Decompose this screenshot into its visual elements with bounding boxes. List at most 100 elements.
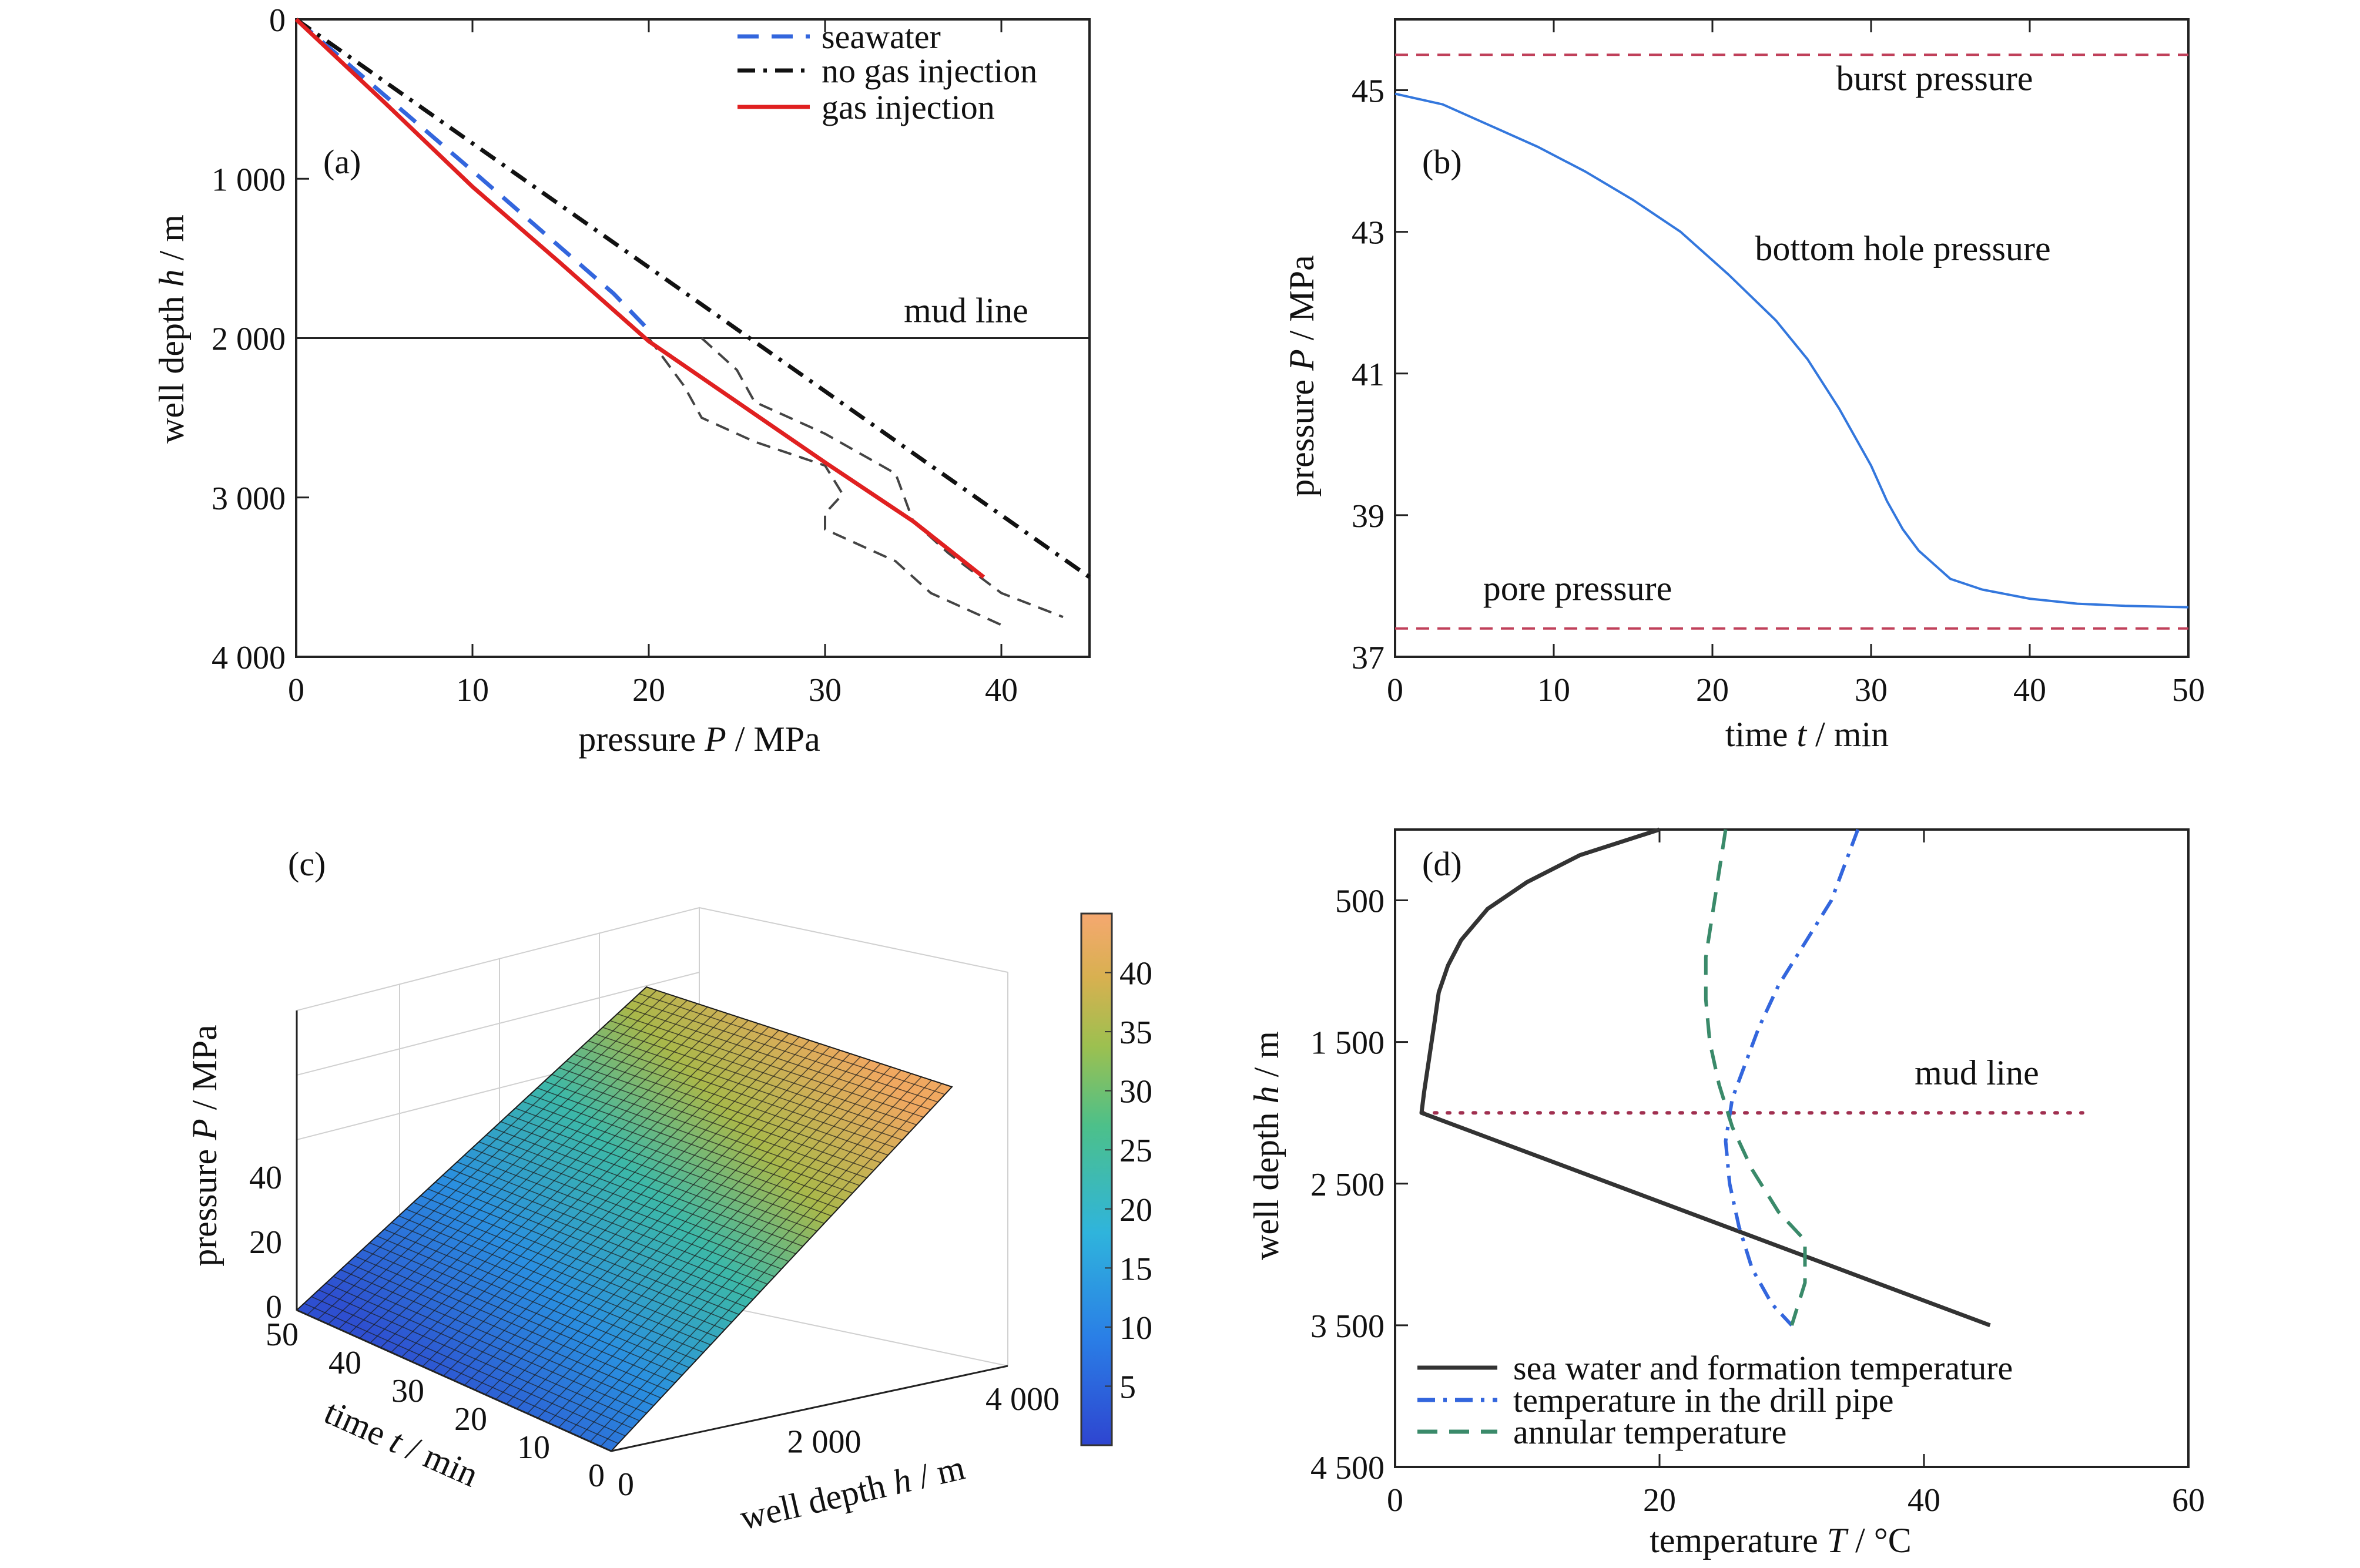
mesh-line [485,1046,830,1395]
y-tick-label: 41 [1352,357,1385,393]
panel-b-series [1394,92,2189,609]
colorbar-tick-label: 20 [1119,1192,1152,1228]
x-tick-label: 20 [1696,672,1729,709]
mesh-line [527,1060,871,1414]
mesh-line [464,1040,810,1386]
mesh-line [537,1063,881,1419]
y-tick-label: 2 000 [212,321,286,358]
z-tick-label: 0 [266,1289,282,1325]
legend-nogas-label: no gas injection [822,52,1037,90]
t-tick-label: 40 [328,1345,361,1381]
panel-c-label: (c) [288,845,326,883]
mesh-line [495,1050,840,1400]
t-tick-label: 20 [454,1401,487,1438]
no-gas-injection-line [294,18,1091,579]
y-tick-label: 3 500 [1310,1308,1385,1345]
y-tick-label: 1 000 [212,162,286,198]
mesh-line [411,1023,759,1362]
annular-temperature-line [1704,829,1807,1326]
mesh-line [589,1080,932,1442]
colorbar-tick-label: 40 [1119,956,1152,992]
y-tick-label: 500 [1335,884,1385,920]
x-tick-label: 10 [456,672,489,709]
mesh-line [317,993,668,1320]
panel-c-h-axis [611,1365,1008,1452]
x-tick-label: 50 [2172,672,2205,709]
panel-d-xlabel: temperature T / °C [1650,1521,1912,1560]
panel-a-label: (a) [323,143,361,181]
colorbar [1080,912,1113,1446]
t-tick-label: 0 [588,1458,605,1494]
mesh-line [307,990,657,1315]
legend-annular-label: annular temperature [1513,1413,1786,1451]
panel-c-hlabel: well depth h / m [736,1448,968,1537]
envelope-line [700,337,1064,619]
mesh-line [390,1016,739,1353]
x-tick-label: 60 [2172,1482,2205,1519]
panel-a-xlabel: pressure P / MPa [578,720,820,758]
mesh-line [506,1053,851,1405]
x-tick-label: 40 [1908,1482,1940,1519]
colorbar-tick-label: 15 [1119,1251,1152,1287]
mesh-line [558,1070,901,1428]
legend-formation-label: sea water and formation temperature [1513,1349,2013,1387]
h-tick-label: 4 000 [985,1381,1060,1418]
panel-d-axes-frame [1394,828,2190,1468]
panel-a-series [294,18,1091,579]
panel-b-xlabel: time t / min [1725,715,1889,754]
panel-a-mudline-label: mud line [904,291,1028,330]
seawater-line [294,18,651,332]
bottom-hole-pressure-label: bottom hole pressure [1755,229,2050,268]
mesh-line [338,1000,688,1329]
x-tick-label: 10 [1537,672,1570,709]
mesh-line [401,1020,749,1358]
mesh-line [359,1006,708,1339]
x-tick-label: 0 [1387,672,1403,709]
mesh-line [600,1083,943,1447]
t-tick-label: 10 [517,1429,550,1466]
panel-d-mudline-label: mud line [1915,1053,2039,1092]
mesh-line [327,996,678,1325]
mesh-line [548,1066,891,1423]
mesh-line [443,1033,790,1376]
panel-d-label: (d) [1422,845,1462,883]
pore-pressure-label: pore pressure [1483,569,1672,608]
mesh-line [579,1076,922,1438]
colorbar-ticks: 5 10 15 20 25 30 35 40 [1105,956,1152,1405]
legend-seawater-label: seawater [822,18,941,56]
mesh-line [370,1010,718,1344]
colorbar-tick-label: 10 [1119,1310,1152,1347]
gas-injection-line [294,18,985,579]
panel-a-ylabel: well depth h / m [152,214,191,444]
mesh-line [516,1056,861,1409]
pressure-surface-mesh [304,990,946,1447]
y-tick-label: 3 000 [212,481,286,517]
h-tick-label: 2 000 [787,1424,861,1460]
legend-drillpipe-label: temperature in the drill pipe [1513,1381,1893,1419]
y-tick-label: 43 [1352,215,1385,251]
x-tick-label: 0 [1387,1482,1403,1519]
x-tick-label: 40 [2013,672,2046,709]
mesh-line [569,1073,912,1433]
z-tick-label: 20 [249,1224,282,1261]
burst-pressure-label: burst pressure [1836,59,2033,98]
panel-b-axes-frame [1394,18,2190,658]
y-tick-label: 2 500 [1310,1167,1385,1203]
drill-pipe-temperature-line [1724,828,1860,1327]
formation-temperature-line [1419,827,1991,1328]
panel-a-legend: seawater no gas injection gas injection [738,18,1037,126]
y-tick-label: 45 [1352,73,1385,110]
t-tick-label: 50 [266,1317,299,1353]
y-tick-label: 39 [1352,498,1385,535]
x-tick-label: 30 [809,672,842,709]
panel-c-zlabel: pressure P / MPa [185,1025,224,1267]
mesh-line [474,1043,820,1391]
panel-a-ticks: 0 10 20 30 40 0 1 000 2 000 3 000 4 000 [212,2,1018,709]
x-tick-label: 30 [1855,672,1888,709]
mesh-line [348,1003,698,1334]
y-tick-label: 0 [269,2,286,39]
